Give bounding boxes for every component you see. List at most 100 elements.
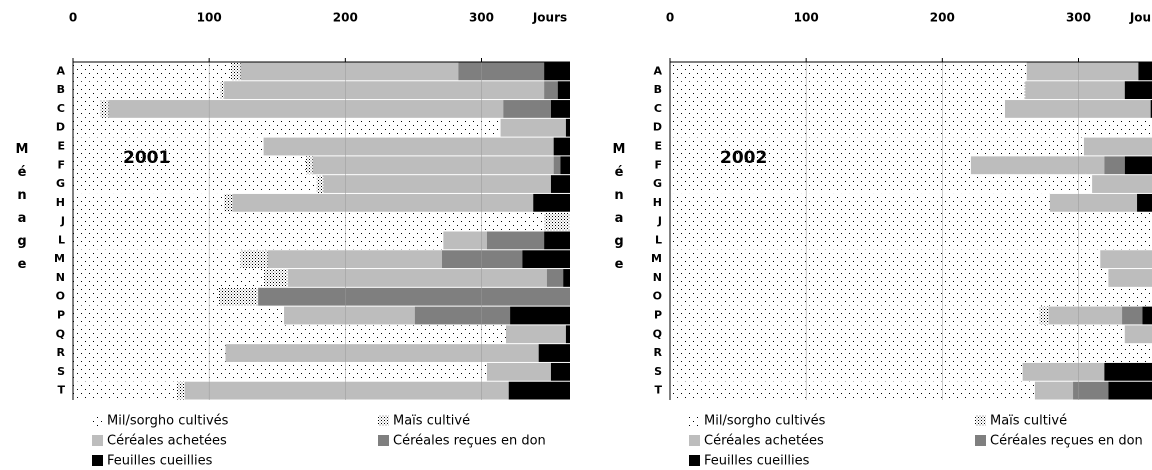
legend-swatch: [92, 415, 103, 426]
bar-segment: [73, 269, 264, 287]
bar-segment: [1108, 269, 1152, 287]
y-tick-label: T: [57, 384, 65, 397]
legend-label: Céréales reçues en don: [990, 434, 1143, 449]
bar-segment: [1104, 156, 1125, 175]
x-tick-label: 100: [794, 11, 819, 25]
bar-segment: [73, 212, 545, 231]
y-tick-label: L: [58, 233, 65, 246]
bar-segment: [258, 287, 570, 306]
y-tick-label: T: [654, 384, 662, 397]
bar-segment: [73, 100, 101, 118]
x-tick-label: 200: [930, 11, 955, 25]
legend-swatch: [975, 415, 986, 426]
bar-segment: [305, 156, 313, 175]
y-tick-label: M: [54, 252, 65, 265]
y-tick-label: O: [56, 290, 65, 303]
bar-segment: [316, 175, 324, 193]
bar-segment: [522, 250, 570, 269]
bar-segment: [486, 231, 545, 250]
bar-segment: [544, 231, 570, 250]
y-tick-label: S: [57, 365, 65, 378]
y-tick-label: H: [653, 196, 662, 209]
bar-segment: [323, 175, 551, 193]
y-tick-label: P: [654, 309, 662, 322]
bar-segment: [73, 156, 306, 175]
bar-segment: [73, 137, 264, 156]
bar-segment: [224, 193, 233, 212]
x-tick-label: 300: [469, 11, 494, 25]
bar-segment: [284, 306, 415, 325]
bar-segment: [670, 325, 1125, 344]
y-tick-label: R: [57, 346, 66, 359]
y-tick-label: F: [57, 158, 65, 171]
bar-segment: [225, 344, 539, 362]
bar-segment: [670, 212, 1152, 231]
chart-title: 2001: [123, 148, 170, 168]
legend-swatch: [92, 435, 103, 446]
legend-label: Maïs cultivé: [990, 414, 1067, 429]
y-tick-label: C: [654, 102, 662, 115]
bar-segment: [670, 231, 1152, 250]
legend-swatch: [378, 435, 389, 446]
legend-label: Mil/sorgho cultivés: [704, 414, 826, 429]
bar-segment: [100, 100, 109, 118]
y-tick-label: L: [655, 233, 662, 246]
bar-segment: [670, 362, 1023, 381]
bar-segment: [73, 175, 317, 193]
y-tick-label: E: [654, 140, 662, 153]
bar-segment: [220, 81, 225, 100]
y-tick-label: E: [57, 140, 65, 153]
y-tick-label: B: [654, 83, 662, 96]
bar-segment: [443, 231, 487, 250]
bar-segment: [73, 250, 241, 269]
bar-segment: [232, 193, 534, 212]
legend-swatch: [975, 435, 986, 446]
bar-segment: [670, 269, 1109, 287]
bar-segment: [414, 306, 511, 325]
bar-segment: [73, 325, 507, 344]
legend-swatch: [92, 455, 103, 466]
bar-segment: [1100, 250, 1152, 269]
legend-label: Céréales reçues en don: [393, 434, 546, 449]
bar-segment: [73, 381, 177, 400]
bar-segment: [312, 156, 554, 175]
bar-segment: [563, 269, 570, 287]
y-tick-label: S: [654, 365, 662, 378]
legend-label: Maïs cultivé: [393, 414, 470, 429]
bar-segment: [240, 62, 459, 81]
y-tick-label: G: [653, 177, 662, 190]
bar-segment: [670, 118, 1152, 137]
bar-segment: [553, 137, 570, 156]
y-tick-label: N: [653, 271, 662, 284]
bar-segment: [1142, 306, 1152, 325]
legend-swatch: [689, 435, 700, 446]
bar-segment: [1122, 306, 1143, 325]
bar-segment: [73, 287, 219, 306]
y-tick-label: O: [653, 290, 662, 303]
bar-segment: [1004, 100, 1151, 118]
y-tick-label: R: [654, 346, 663, 359]
bar-segment: [1138, 62, 1152, 81]
bar-segment: [560, 156, 570, 175]
bar-segment: [670, 100, 1005, 118]
bar-segment: [550, 100, 570, 118]
y-tick-label: D: [653, 121, 662, 134]
bar-segment: [1083, 137, 1152, 156]
bar-segment: [557, 81, 570, 100]
bar-segment: [1026, 62, 1139, 81]
bar-segment: [1124, 325, 1152, 344]
bar-segment: [1150, 100, 1152, 118]
x-tick-label: 0: [666, 11, 674, 25]
bar-segment: [263, 269, 289, 287]
bar-segment: [970, 156, 1105, 175]
bar-segment: [670, 137, 1084, 156]
legend-label: Feuilles cueillies: [704, 454, 810, 469]
y-tick-label: H: [56, 196, 65, 209]
bar-segment: [230, 62, 241, 81]
bar-segment: [1039, 306, 1049, 325]
bar-segment: [442, 250, 523, 269]
bar-segment: [1124, 81, 1152, 100]
bar-segment: [550, 175, 570, 193]
bar-segment: [503, 100, 551, 118]
y-tick-label: A: [56, 64, 65, 77]
